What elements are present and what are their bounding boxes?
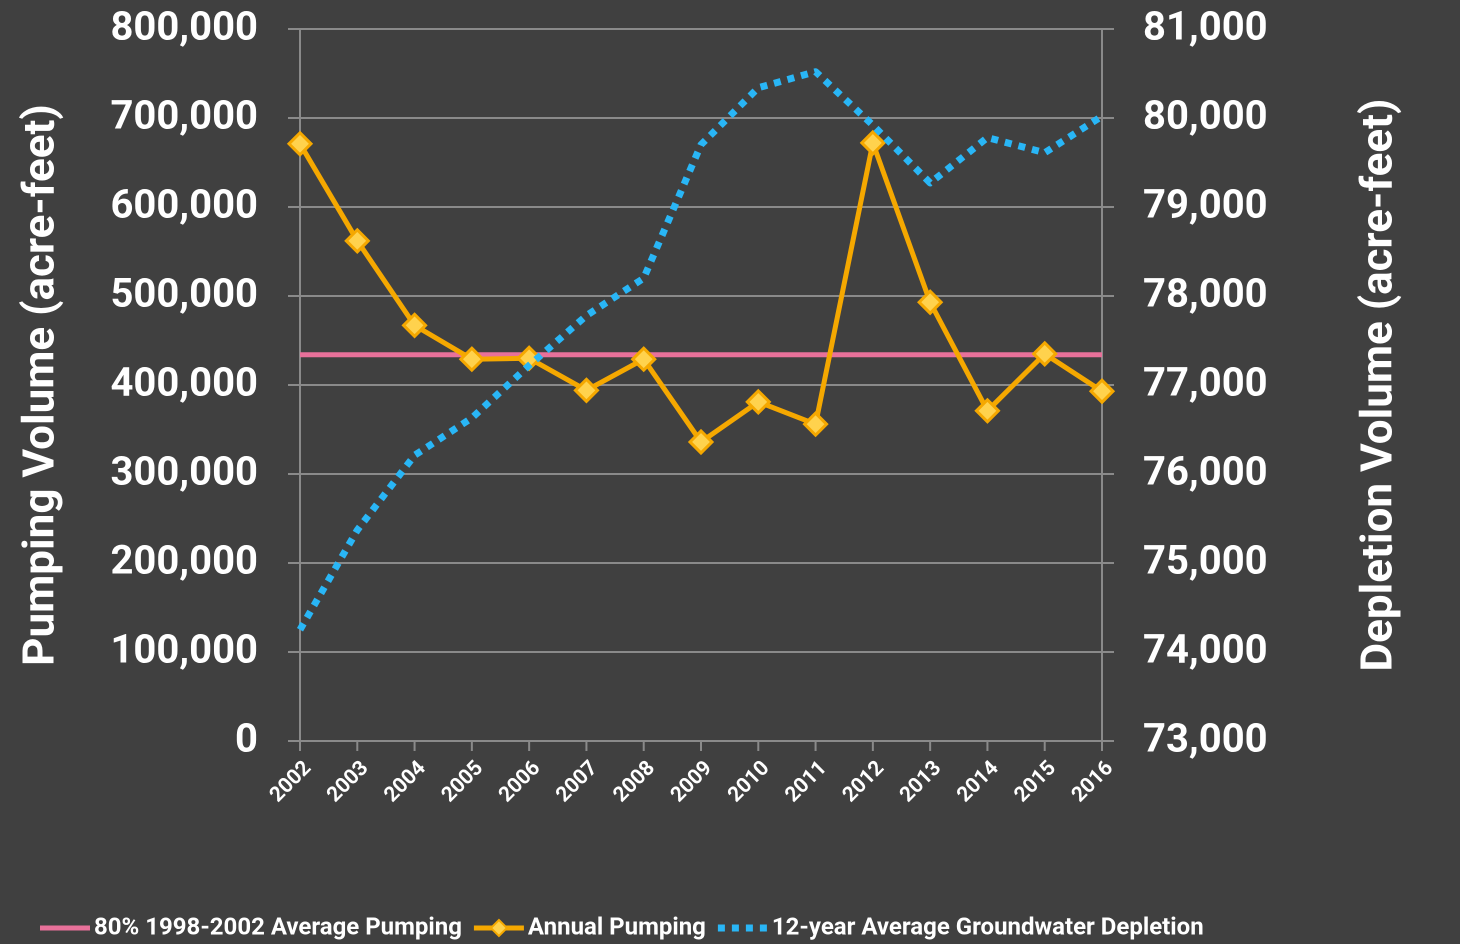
data-point <box>630 346 657 373</box>
y-tick-label: 100,000 <box>110 626 258 673</box>
data-point <box>286 130 314 157</box>
y-tick-label: 300,000 <box>110 448 258 495</box>
legend-item: Annual Pumping <box>473 912 706 940</box>
data-point <box>745 388 772 416</box>
series-line <box>297 140 1104 445</box>
x-tick-label: 2007 <box>552 756 603 807</box>
data-point <box>344 227 371 254</box>
x-tick-label: 2009 <box>666 756 717 807</box>
data-point <box>974 397 1001 424</box>
legend-marker <box>489 918 509 938</box>
legend-item: 80% 1998-2002 Average Pumping <box>40 912 462 940</box>
y2-tick-label: 73,000 <box>1143 715 1268 762</box>
x-tick-label: 2016 <box>1067 756 1118 807</box>
y-tick-label: 800,000 <box>110 3 258 50</box>
x-tick-label: 2013 <box>895 756 946 807</box>
data-point <box>687 428 715 456</box>
y2-tick-label: 78,000 <box>1143 270 1268 317</box>
legend-label: 80% 1998-2002 Average Pumping <box>94 912 462 940</box>
x-tick-label: 2015 <box>1010 756 1061 807</box>
x-tick-label: 2011 <box>781 756 832 807</box>
legend-label: Annual Pumping <box>528 912 706 940</box>
y-tick-label: 700,000 <box>110 92 258 139</box>
data-point <box>458 346 485 373</box>
y-tick-label: 400,000 <box>110 359 258 406</box>
data-point <box>401 312 428 339</box>
series-line <box>296 68 1104 632</box>
data-point <box>917 289 944 316</box>
y-axis-title: Pumping Volume (acre-feet) <box>13 104 65 666</box>
y2-tick-label: 81,000 <box>1143 3 1268 50</box>
data-point <box>802 411 829 438</box>
x-tick-label: 2004 <box>380 756 431 807</box>
y-tick-label: 200,000 <box>110 537 258 584</box>
data-point <box>1088 378 1116 405</box>
y2-tick-label: 79,000 <box>1143 181 1268 228</box>
y-tick-label: 500,000 <box>110 270 258 317</box>
y2-tick-label: 76,000 <box>1143 448 1268 495</box>
data-point <box>1031 340 1058 367</box>
y2-tick-label: 77,000 <box>1143 359 1268 406</box>
x-tick-label: 2008 <box>609 756 660 807</box>
data-point <box>859 129 886 157</box>
legend-label: 12-year Average Groundwater Depletion <box>772 912 1204 940</box>
x-tick-label: 2006 <box>494 756 545 807</box>
x-tick-label: 2002 <box>265 756 316 807</box>
x-tick-label: 2005 <box>437 756 488 807</box>
y2-tick-label: 74,000 <box>1143 626 1268 673</box>
x-tick-label: 2012 <box>838 756 889 807</box>
y2-tick-label: 75,000 <box>1143 537 1268 584</box>
y2-tick-label: 80,000 <box>1143 92 1268 139</box>
y-tick-label: 0 <box>235 715 258 762</box>
y2-axis-title: Depletion Volume (acre-feet) <box>1351 99 1403 672</box>
x-tick-label: 2014 <box>953 756 1004 807</box>
x-tick-label: 2010 <box>723 756 774 807</box>
legend-item: 12-year Average Groundwater Depletion <box>717 912 1204 940</box>
x-tick-label: 2003 <box>322 756 373 807</box>
data-point <box>573 377 600 404</box>
y-tick-label: 600,000 <box>110 181 258 228</box>
